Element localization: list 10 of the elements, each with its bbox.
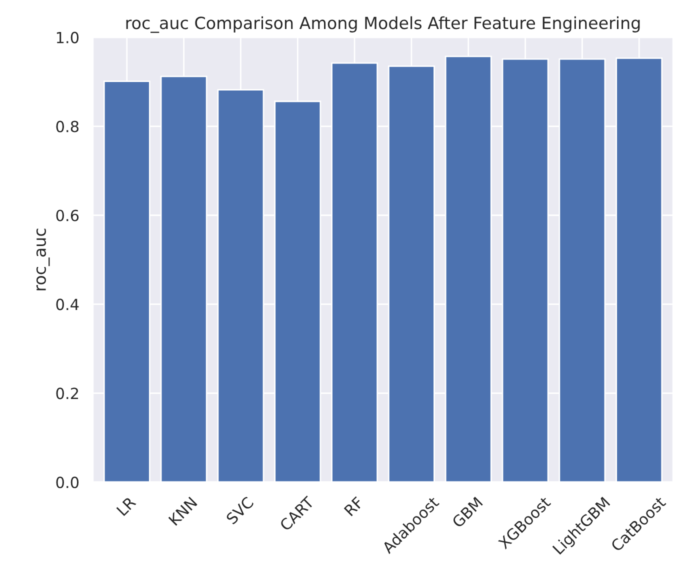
y-tick-label: 0.6 xyxy=(56,210,79,222)
y-tick-label: 0.4 xyxy=(56,298,79,310)
y-tick-label: 0.2 xyxy=(56,388,78,400)
y-axis-title: roc_auc xyxy=(36,228,50,290)
x-tick-label: RF xyxy=(344,496,364,516)
y-tick-label: 0.8 xyxy=(56,120,79,132)
y-tick-label: 1.0 xyxy=(56,32,79,44)
x-tick-label: LR xyxy=(116,496,136,516)
y-tick-label: 0.0 xyxy=(56,476,79,488)
chart-title: roc_auc Comparison Among Models After Feature Engineering xyxy=(126,16,640,33)
